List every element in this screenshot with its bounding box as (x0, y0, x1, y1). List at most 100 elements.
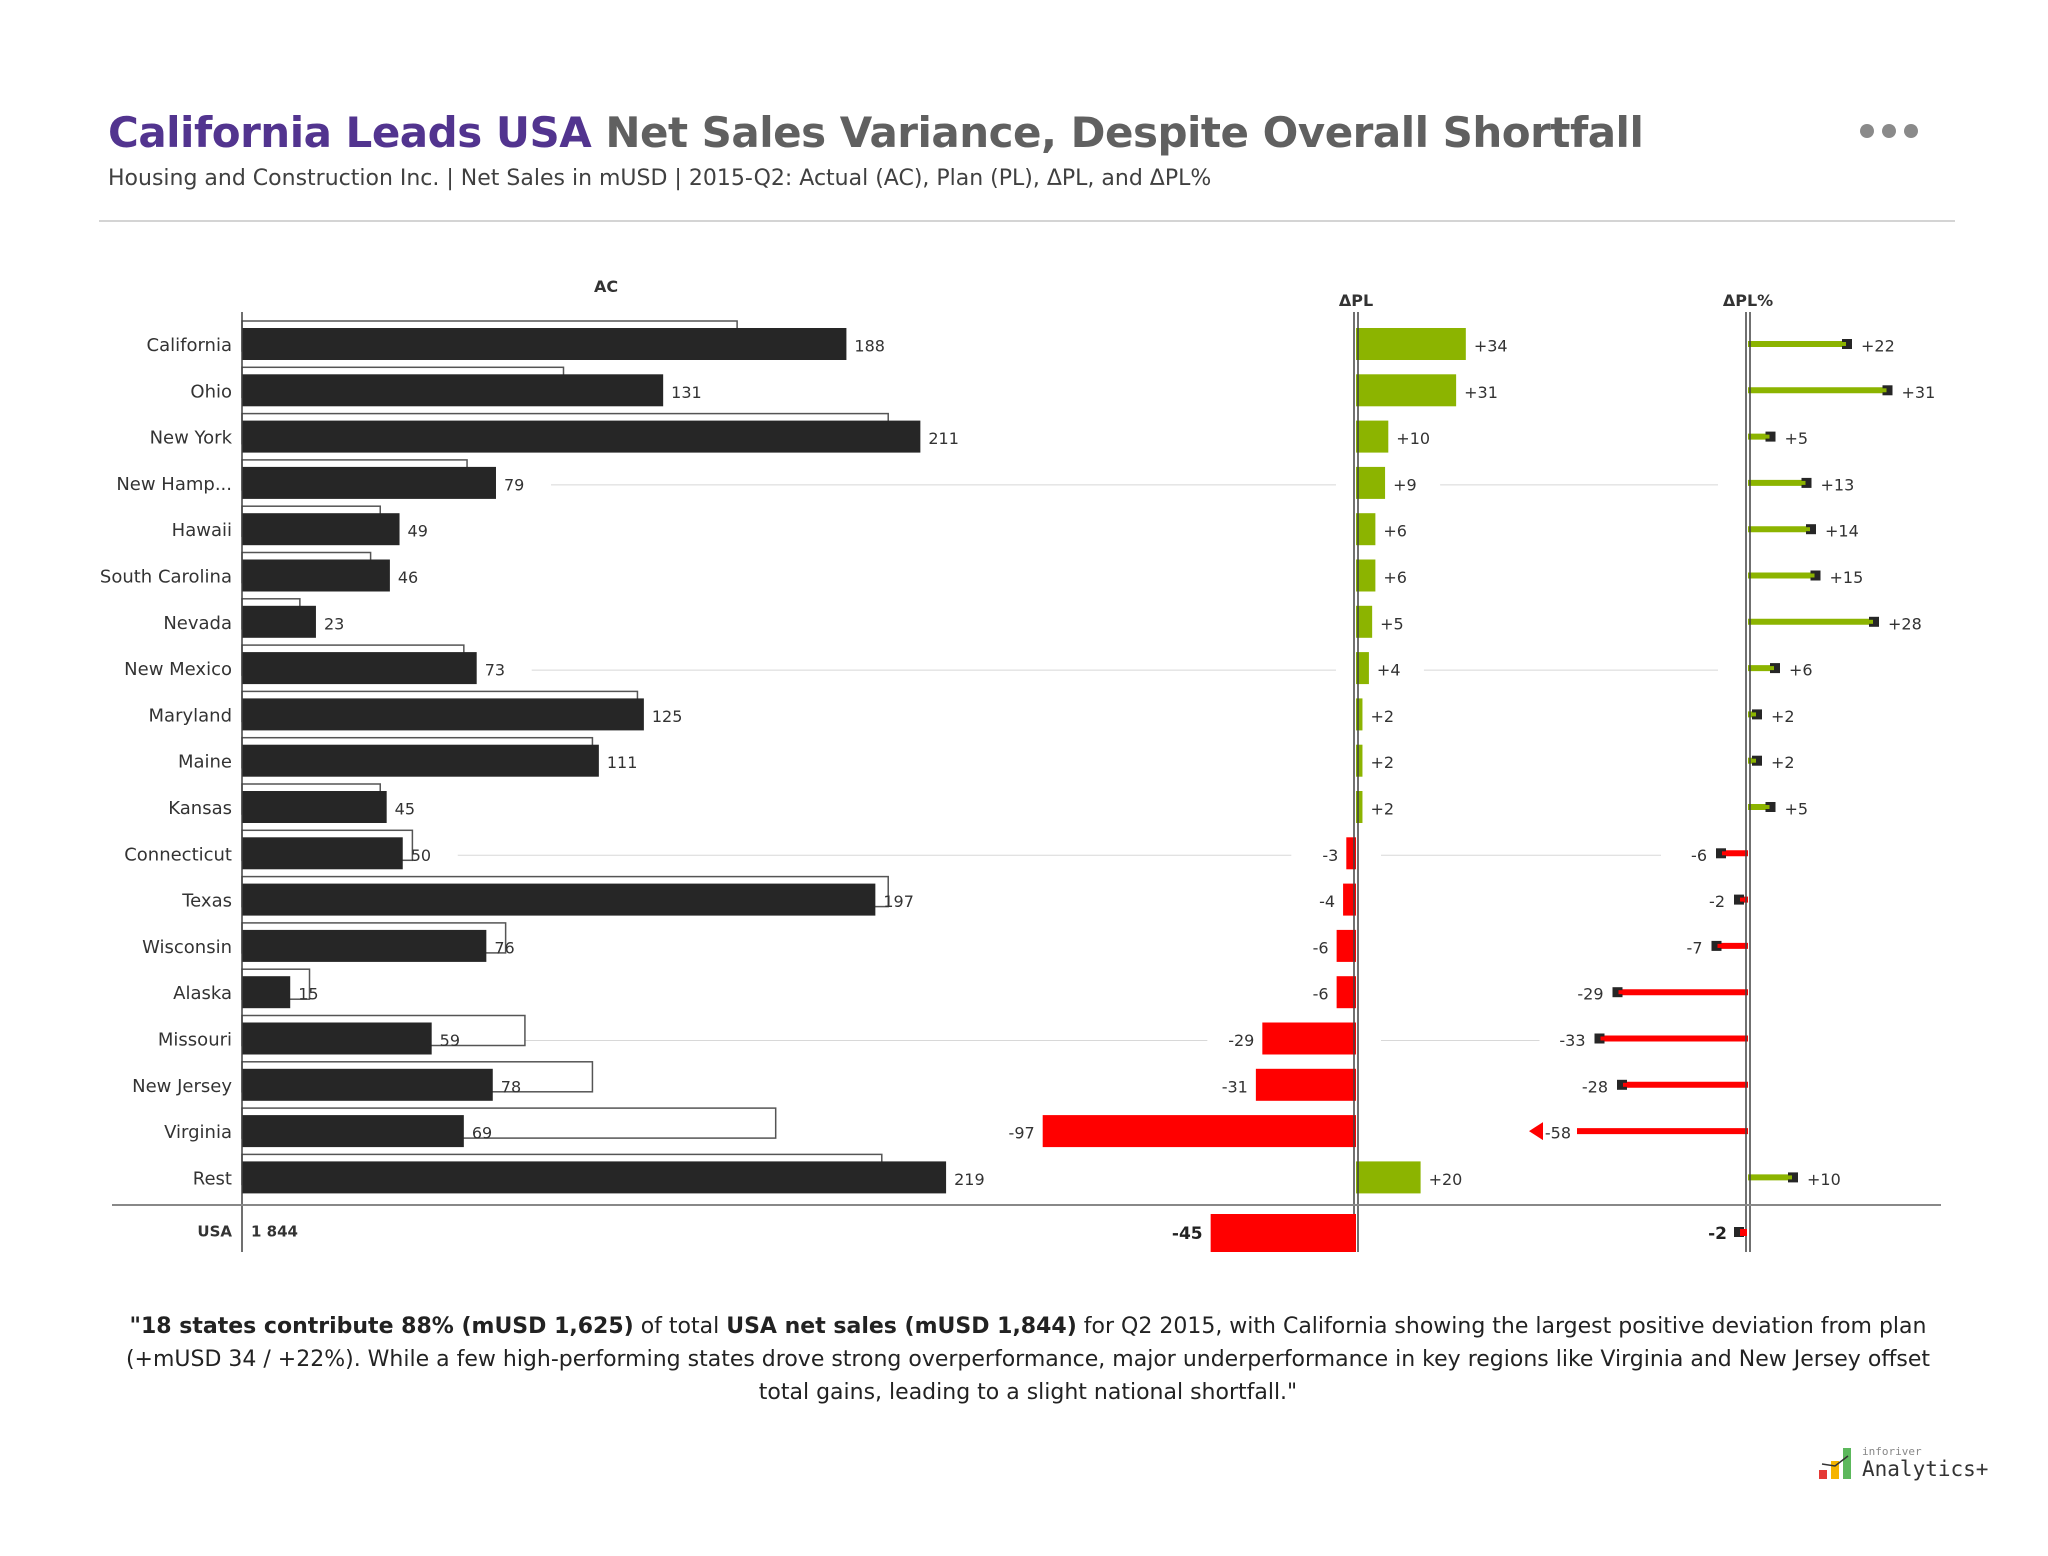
dplp-value-label: -28 (1582, 1077, 1608, 1096)
category-label: New Jersey (132, 1076, 232, 1097)
category-label: Connecticut (124, 844, 232, 865)
dplp-value-label: +2 (1771, 753, 1795, 772)
dpl-value-label: +6 (1383, 568, 1407, 587)
actual-bar (242, 837, 403, 870)
actual-bar (242, 744, 599, 777)
dplp-marker-inner (1770, 666, 1774, 671)
actual-value-label: 131 (671, 383, 702, 402)
dpl-bar (1255, 1068, 1356, 1101)
dpl-value-label: +5 (1380, 614, 1404, 633)
dpl-bar (1356, 1161, 1421, 1194)
actual-bar (242, 1161, 947, 1194)
actual-bar (242, 652, 477, 685)
dplp-marker (1806, 524, 1816, 535)
actual-bar (242, 976, 291, 1009)
actual-value-label: 197 (883, 892, 914, 911)
actual-value-label: 69 (472, 1124, 492, 1143)
dplp-value-label: +6 (1789, 661, 1813, 680)
dplp-value-label: +2 (1771, 707, 1795, 726)
category-label: South Carolina (100, 567, 232, 588)
dplp-value-label: +22 (1861, 337, 1895, 356)
dpl-value-label: -29 (1228, 1031, 1254, 1050)
category-label: Texas (181, 891, 232, 912)
dplp-marker (1711, 940, 1722, 951)
dpl-value-label: -6 (1313, 985, 1329, 1004)
dpl-bar (1356, 374, 1457, 407)
actual-value-label: 76 (494, 938, 514, 957)
actual-value-label: 111 (607, 753, 638, 772)
logo-big-text: Analytics+ (1862, 1457, 1989, 1481)
total-dpl-bar (1210, 1214, 1356, 1252)
dplp-marker-inner (1869, 619, 1873, 624)
dplp-marker (1594, 1033, 1605, 1044)
dplp-marker (1842, 339, 1852, 349)
dpl-value-label: -31 (1222, 1077, 1248, 1096)
dplp-marker (1612, 987, 1623, 998)
actual-bar (242, 420, 921, 453)
dpl-bar (1356, 698, 1363, 731)
dplp-value-label: -58 (1545, 1124, 1571, 1143)
actual-value-label: 59 (440, 1031, 460, 1050)
dpl-value-label: -4 (1319, 892, 1335, 911)
title-highlight: California Leads USA (108, 108, 592, 157)
actual-value-label: 45 (395, 800, 415, 819)
total-dpl-label: -45 (1172, 1224, 1203, 1244)
dplp-marker-inner (1810, 573, 1815, 578)
dplp-value-label: +31 (1902, 383, 1936, 402)
dplp-marker-inner (1752, 758, 1756, 763)
logo-small-text: inforiver (1862, 1445, 1922, 1458)
dpl-bar (1356, 605, 1373, 638)
actual-value-label: 79 (504, 475, 524, 494)
footnote-text-2: for Q2 2015, with California showing the… (125, 1314, 1931, 1405)
dplp-value-label: -29 (1577, 985, 1603, 1004)
dpl-bar (1336, 976, 1356, 1009)
actual-bar (242, 791, 387, 823)
dplp-marker (1770, 663, 1780, 674)
total-dplp-marker-inner (1740, 1229, 1747, 1236)
dplp-value-label: -7 (1687, 938, 1703, 957)
dpl-value-label: -3 (1322, 846, 1338, 865)
dplp-marker (1810, 570, 1821, 581)
dpl-value-label: -97 (1009, 1124, 1035, 1143)
category-label: Ohio (190, 381, 232, 402)
dplp-value-label: +14 (1825, 522, 1859, 541)
dplp-marker (1801, 477, 1812, 488)
dplp-marker (1752, 755, 1762, 766)
dplp-value-label: +5 (1785, 429, 1809, 448)
dpl-bar (1356, 559, 1376, 592)
dpl-value-label: +20 (1429, 1170, 1463, 1189)
page-subtitle: Housing and Construction Inc. | Net Sale… (108, 166, 1212, 191)
more-horizontal-icon[interactable] (1860, 124, 1918, 138)
footnote-bold-1: "18 states contribute 88% (mUSD 1,625) (129, 1314, 634, 1339)
overflow-arrow-icon (1529, 1122, 1543, 1141)
actual-bar (242, 328, 847, 360)
dpl-bar (1356, 328, 1466, 360)
dplp-value-label: +15 (1830, 568, 1864, 587)
total-dplp-label: -2 (1708, 1224, 1727, 1244)
dplp-marker (1765, 802, 1776, 812)
category-label: Alaska (173, 983, 232, 1004)
dplp-marker (1869, 616, 1879, 627)
dplp-marker (1716, 848, 1726, 859)
actual-bar (242, 374, 664, 407)
dplp-marker-inner (1722, 851, 1726, 856)
dplp-marker-inner (1788, 1175, 1792, 1180)
dplp-marker (1752, 709, 1762, 720)
dplp-marker-inner (1740, 897, 1744, 902)
dpl-bar (1042, 1115, 1356, 1148)
actual-bar (242, 466, 496, 499)
title-rest: Net Sales Variance, Despite Overall Shor… (591, 108, 1644, 157)
dpl-value-label: +34 (1474, 337, 1508, 356)
header-divider (99, 220, 1955, 222)
actual-bar (242, 513, 400, 546)
category-label: New Hamp... (116, 474, 232, 495)
actual-value-label: 219 (954, 1170, 985, 1189)
dpl-value-label: +10 (1396, 429, 1430, 448)
actual-value-label: 23 (324, 614, 344, 633)
dpl-value-label: +9 (1393, 475, 1417, 494)
category-label: New York (150, 428, 233, 449)
dpl-bar (1356, 791, 1363, 823)
actual-value-label: 49 (408, 522, 428, 541)
dplp-marker (1882, 385, 1893, 396)
footnote-bold-2: USA net sales (mUSD 1,844) (726, 1314, 1077, 1339)
